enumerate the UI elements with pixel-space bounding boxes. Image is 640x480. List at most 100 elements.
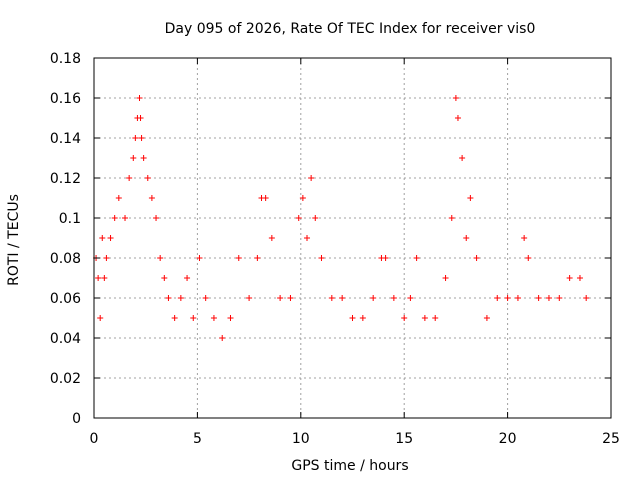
y-tick-label: 0.14 [50, 131, 81, 147]
data-point [144, 175, 151, 181]
data-point [210, 315, 217, 321]
x-tick-label: 25 [602, 431, 620, 447]
data-point [432, 315, 439, 321]
x-tick-label: 15 [395, 431, 413, 447]
data-points [93, 95, 590, 341]
y-tick-label: 0.1 [59, 211, 81, 227]
y-tick-label: 0.12 [50, 171, 81, 187]
data-point [148, 195, 155, 201]
data-point [184, 275, 191, 281]
data-point [101, 275, 108, 281]
data-point [202, 295, 209, 301]
data-point [459, 155, 466, 161]
data-point [463, 235, 470, 241]
plot-frame [93, 57, 612, 419]
data-point [521, 235, 528, 241]
data-point [448, 215, 455, 221]
data-point [413, 255, 420, 261]
data-point [103, 255, 110, 261]
data-point [171, 315, 178, 321]
data-point [227, 315, 234, 321]
data-point [359, 315, 366, 321]
data-point [177, 295, 184, 301]
y-tick-label: 0.18 [50, 51, 81, 67]
data-point [556, 295, 563, 301]
data-point [137, 115, 144, 121]
data-point [299, 195, 306, 201]
data-point [390, 295, 397, 301]
y-tick-label: 0.08 [50, 251, 81, 267]
data-point [165, 295, 172, 301]
data-point [126, 175, 133, 181]
grid-lines [94, 58, 611, 418]
data-point [196, 255, 203, 261]
data-point [401, 315, 408, 321]
y-tick-label: 0.04 [50, 331, 81, 347]
data-point [545, 295, 552, 301]
data-point [514, 295, 521, 301]
data-point [95, 275, 102, 281]
data-point [494, 295, 501, 301]
data-point [99, 235, 106, 241]
data-point [246, 295, 253, 301]
data-point [97, 315, 104, 321]
x-tick-label: 5 [193, 431, 202, 447]
data-point [140, 155, 147, 161]
x-tick-label: 0 [90, 431, 99, 447]
data-point [339, 295, 346, 301]
y-tick-label: 0.06 [50, 291, 81, 307]
data-point [153, 215, 160, 221]
x-axis-label: GPS time / hours [291, 458, 408, 474]
data-point [161, 275, 168, 281]
data-point [473, 255, 480, 261]
y-tick-label: 0.16 [50, 91, 81, 107]
data-point [304, 235, 311, 241]
data-point [318, 255, 325, 261]
data-point [442, 275, 449, 281]
data-point [157, 255, 164, 261]
data-point [467, 195, 474, 201]
data-point [107, 235, 114, 241]
data-point [122, 215, 129, 221]
data-point [190, 315, 197, 321]
data-point [370, 295, 377, 301]
data-point [111, 215, 118, 221]
x-tick-label: 10 [292, 431, 310, 447]
data-point [328, 295, 335, 301]
data-point [382, 255, 389, 261]
data-point [566, 275, 573, 281]
data-point [115, 195, 122, 201]
data-point [421, 315, 428, 321]
axis-ticks: 0 5 10 15 20 25 0 0.02 0.04 0.06 0.08 0.1 0.12 0.14 0.… [50, 51, 620, 447]
data-point [235, 255, 242, 261]
data-point [483, 315, 490, 321]
data-point [277, 295, 284, 301]
data-point [295, 215, 302, 221]
data-point [268, 235, 275, 241]
y-tick-label: 0 [72, 411, 81, 427]
data-point [308, 175, 315, 181]
data-point [312, 215, 319, 221]
data-point [454, 115, 461, 121]
data-point [219, 335, 226, 341]
data-point [132, 135, 139, 141]
data-point [576, 275, 583, 281]
y-tick-label: 0.02 [50, 371, 81, 387]
data-point [349, 315, 356, 321]
data-point [262, 195, 269, 201]
data-point [583, 295, 590, 301]
data-point [136, 95, 143, 101]
data-point [287, 295, 294, 301]
y-axis-label: ROTI / TECUs [6, 194, 22, 286]
x-tick-label: 20 [499, 431, 517, 447]
data-point [525, 255, 532, 261]
data-point [138, 135, 145, 141]
data-point [130, 155, 137, 161]
data-point [535, 295, 542, 301]
data-point [504, 295, 511, 301]
data-point [254, 255, 261, 261]
data-point [407, 295, 414, 301]
data-point [452, 95, 459, 101]
chart-title: Day 095 of 2026, Rate Of TEC Index for r… [165, 21, 536, 37]
